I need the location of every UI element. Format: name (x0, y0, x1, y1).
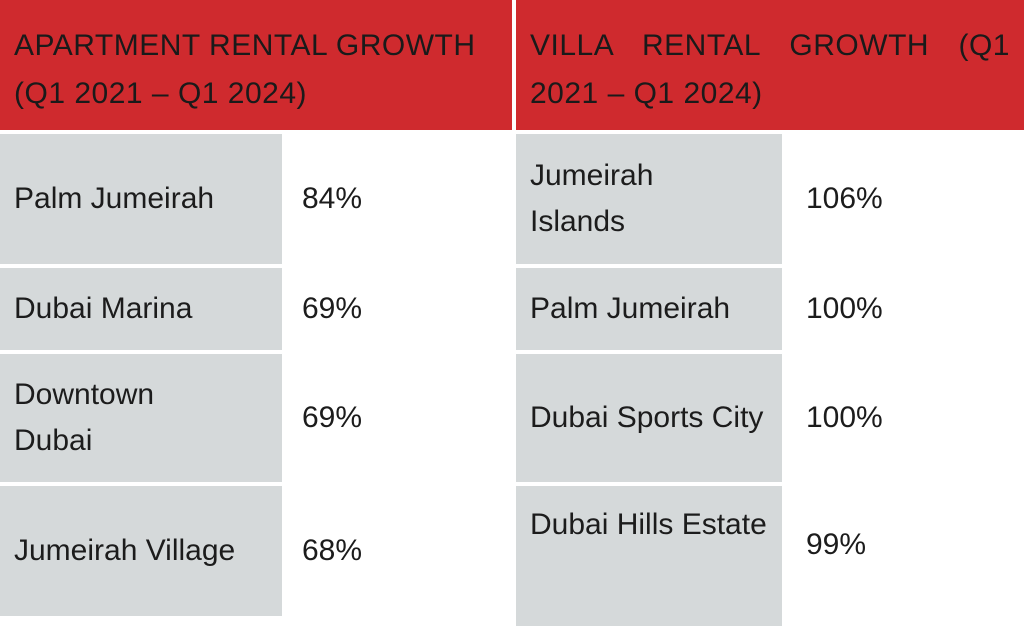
area-name: Palm Jumeirah (530, 292, 731, 325)
table-row: Jumeirah Village 68% (0, 486, 512, 616)
area-name: Dubai Sports City (530, 401, 764, 434)
table-row: Palm Jumeirah 84% (0, 134, 512, 264)
area-name: Dubai Hills Estate (530, 508, 767, 541)
table-row: Jumeirah Islands 106% (516, 134, 1024, 264)
growth-value: 69% (302, 401, 363, 434)
growth-value: 99% (806, 528, 867, 561)
area-name: Jumeirah Village (14, 534, 236, 567)
apartment-table-title: APARTMENT RENTAL GROWTH (Q1 2021 – Q1 20… (0, 0, 512, 130)
apartment-table: APARTMENT RENTAL GROWTH (Q1 2021 – Q1 20… (0, 0, 512, 616)
area-name: Dubai Marina (14, 292, 193, 325)
table-row: Dubai Sports City 100% (516, 354, 1024, 482)
area-name: Jumeirah Islands (530, 159, 654, 238)
growth-value: 100% (806, 292, 883, 325)
table-row: Dubai Hills Estate 99% (516, 486, 1024, 626)
table-row: Dubai Marina 69% (0, 268, 512, 350)
growth-value: 68% (302, 534, 363, 567)
growth-value: 69% (302, 292, 363, 325)
area-name: Palm Jumeirah (14, 182, 215, 215)
growth-value: 106% (806, 182, 883, 215)
villa-table-title: VILLA RENTAL GROWTH (Q1 2021 – Q1 2024) (516, 0, 1024, 130)
table-row: Downtown Dubai 69% (0, 354, 512, 482)
growth-value: 84% (302, 182, 363, 215)
table-row: Palm Jumeirah 100% (516, 268, 1024, 350)
villa-table: VILLA RENTAL GROWTH (Q1 2021 – Q1 2024) … (516, 0, 1024, 626)
area-name: Downtown Dubai (14, 378, 155, 457)
growth-value: 100% (806, 401, 883, 434)
